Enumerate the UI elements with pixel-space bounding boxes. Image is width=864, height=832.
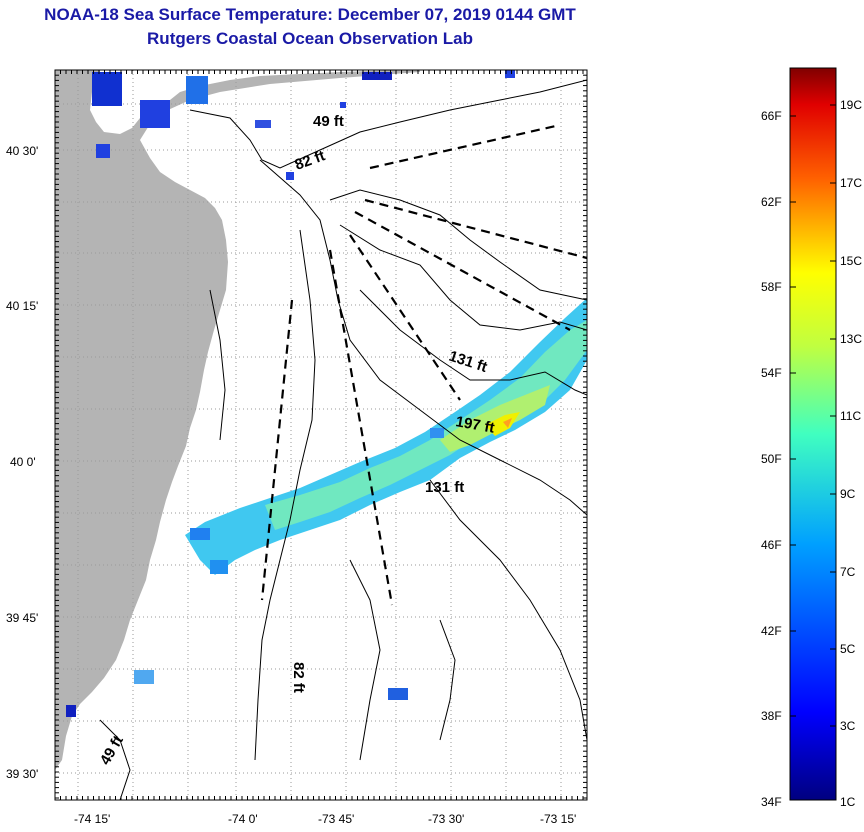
colorbar-f-label: 38F: [761, 709, 782, 723]
colorbar-f-label: 58F: [761, 280, 782, 294]
map-frame: [54, 69, 588, 801]
lat-tick-label: 40 30': [6, 144, 38, 158]
colorbar-f-label: 62F: [761, 195, 782, 209]
colorbar-f-label: 46F: [761, 538, 782, 552]
colorbar-f-label: 66F: [761, 109, 782, 123]
depth-label: 82 ft: [290, 662, 307, 693]
land-mass: [55, 70, 420, 770]
lat-tick-label: 40 15': [6, 299, 38, 313]
lon-tick-label: -73 15': [540, 812, 576, 826]
colorbar-c-label: 9C: [840, 487, 856, 501]
map-title: NOAA-18 Sea Surface Temperature: Decembe…: [44, 5, 576, 24]
colorbar: 66F 62F 58F 54F 50F 46F 42F 38F 34F 19C …: [761, 67, 862, 809]
colorbar-c-label: 13C: [840, 332, 862, 346]
lon-tick-label: -73 45': [318, 812, 354, 826]
colorbar-f-label: 34F: [761, 795, 782, 809]
shipping-lanes: [260, 123, 587, 606]
lon-tick-label: -74 0': [228, 812, 258, 826]
colorbar-f-label: 54F: [761, 366, 782, 380]
colorbar-c-label: 7C: [840, 565, 856, 579]
depth-contours: [99, 79, 587, 800]
sst-swath: [66, 70, 587, 717]
frame-ticks: [54, 69, 587, 800]
colorbar-c-label: 1C: [840, 795, 856, 809]
colorbar-c-label: 17C: [840, 176, 862, 190]
colorbar-scale: [789, 67, 837, 801]
map-subtitle: Rutgers Coastal Ocean Observation Lab: [147, 29, 473, 48]
depth-label: 197 ft: [454, 413, 496, 437]
colorbar-c-label: 3C: [840, 719, 856, 733]
colorbar-f-label: 50F: [761, 452, 782, 466]
depth-label: 49 ft: [313, 113, 344, 130]
lon-tick-label: -73 30': [428, 812, 464, 826]
lon-tick-label: -74 15': [74, 812, 110, 826]
colorbar-c-label: 5C: [840, 642, 856, 656]
longitude-labels: -74 15' -74 0' -73 45' -73 30' -73 15': [74, 812, 576, 826]
colorbar-f-label: 42F: [761, 624, 782, 638]
latitude-labels: 40 30' 40 15' 40 0' 39 45' 39 30': [6, 144, 38, 781]
lat-tick-label: 39 45': [6, 611, 38, 625]
depth-label: 131 ft: [425, 479, 464, 496]
colorbar-c-label: 11C: [840, 409, 861, 423]
lat-tick-label: 39 30': [6, 767, 38, 781]
colorbar-c-label: 15C: [840, 254, 862, 268]
colorbar-c-label: 19C: [840, 98, 862, 112]
lat-tick-label: 40 0': [10, 455, 36, 469]
